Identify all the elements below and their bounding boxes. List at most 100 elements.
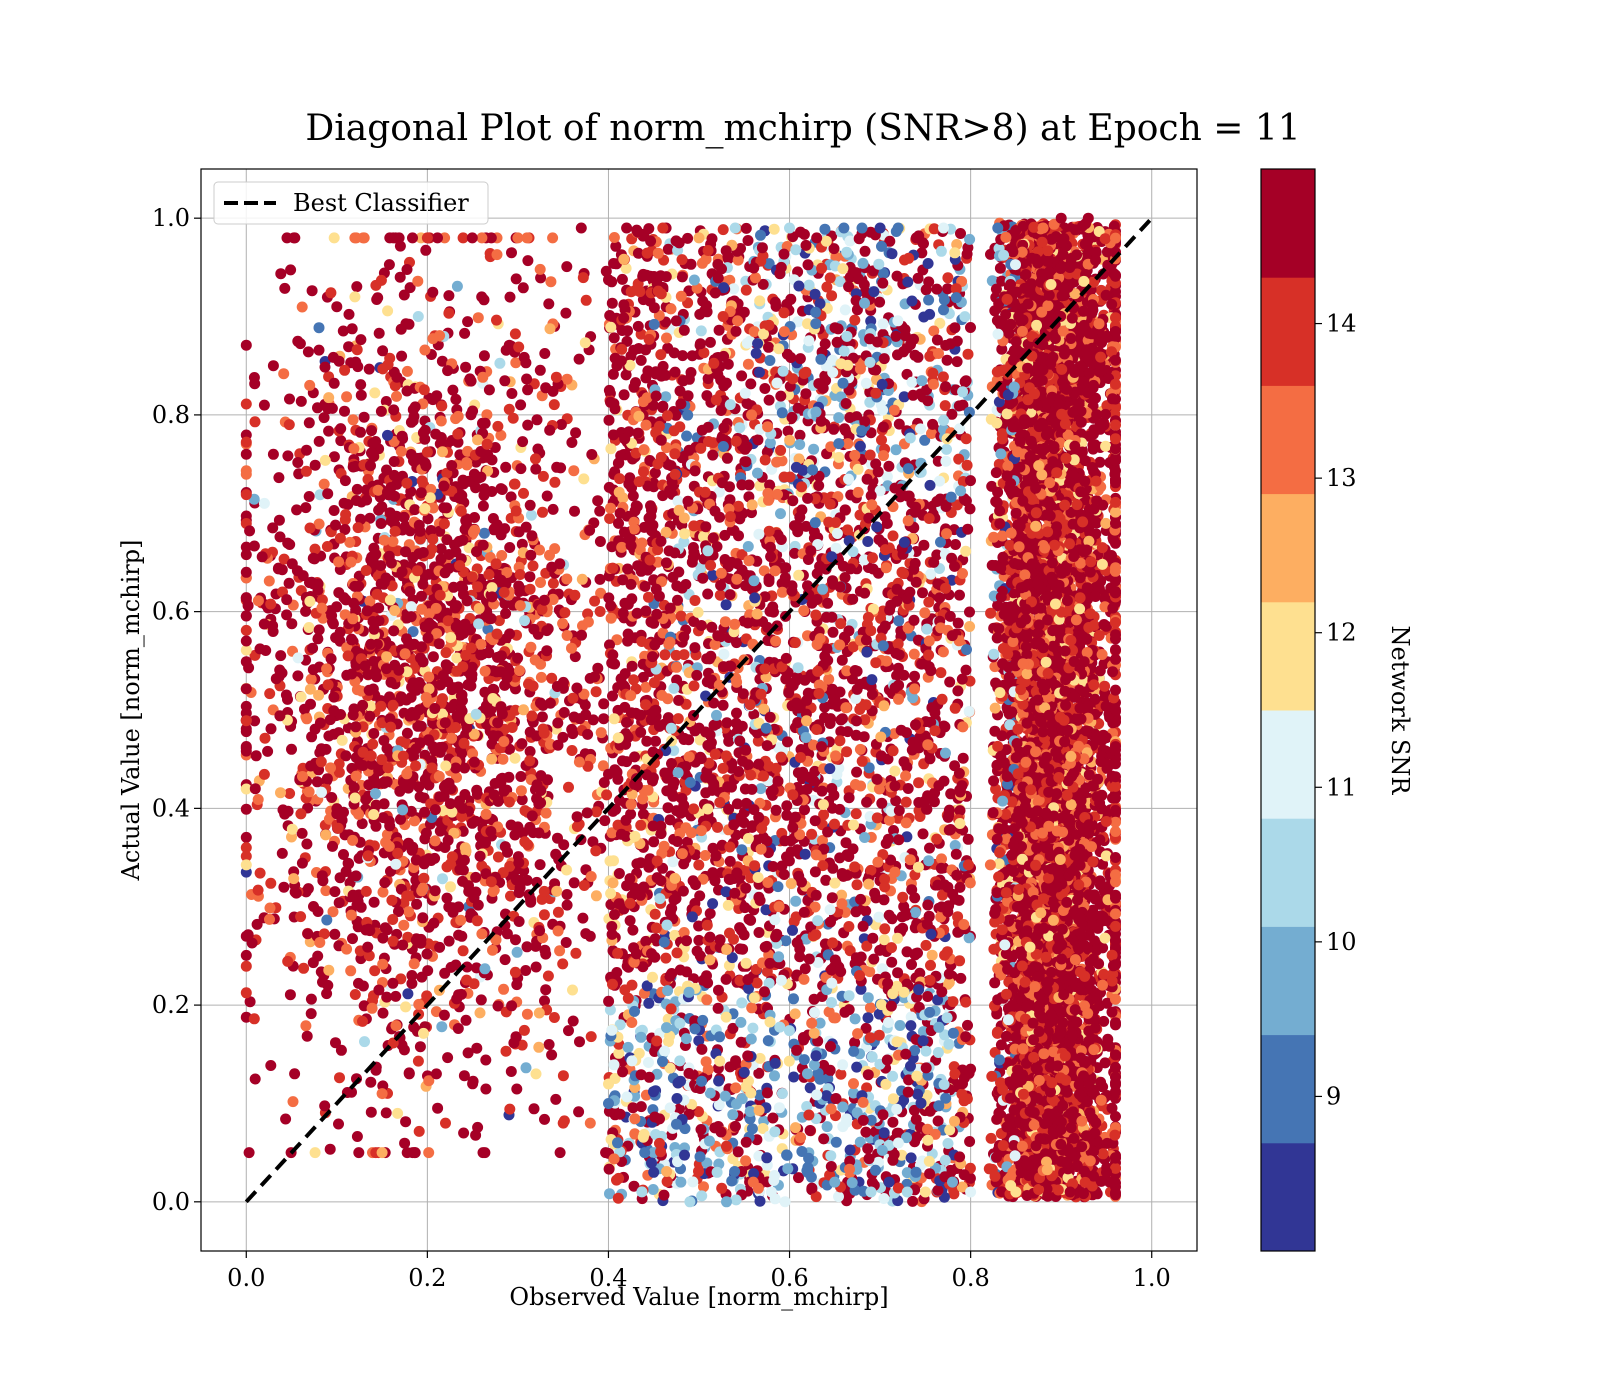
scatter-point [492,420,504,432]
scatter-point [450,393,462,405]
scatter-point [499,954,511,966]
scatter-point [430,428,442,440]
scatter-point [329,928,341,940]
scatter-point [277,804,289,816]
scatter-point [400,1116,412,1128]
scatter-point [347,889,359,901]
scatter-point [548,1012,560,1023]
scatter-point [417,547,429,558]
scatter-point [707,867,719,879]
scatter-point [429,804,441,816]
scatter-point [283,419,295,431]
scatter-point [830,1136,842,1148]
scatter-point [843,921,855,932]
scatter-point [442,834,454,846]
scatter-point [375,560,387,572]
scatter-point [589,671,601,683]
scatter-point [568,877,580,889]
scatter-point [488,523,500,535]
scatter-point [507,412,519,424]
scatter-point [534,925,546,937]
scatter-point [286,558,298,570]
scatter-point [740,222,752,234]
scatter-point [509,752,521,764]
scatter-point [496,708,508,720]
scatter-point [328,691,340,703]
scatter-point [433,770,445,782]
scatter-point [372,292,384,304]
scatter-point [542,970,554,982]
scatter-point [504,1103,516,1115]
scatter-point [864,1002,876,1014]
scatter-point [640,419,652,431]
scatter-point [347,414,359,426]
scatter-point [353,1147,365,1159]
scatter-point [328,377,340,389]
scatter-point [347,613,359,625]
scatter-point [511,979,523,991]
scatter-point [410,934,422,946]
scatter-point [879,923,891,935]
scatter-point [541,490,553,502]
scatter-point [436,1021,448,1033]
scatter-point [784,434,796,446]
scatter-point [264,902,276,914]
scatter-point [362,850,374,862]
scatter-point [508,1037,520,1049]
scatter-point [567,728,579,740]
scatter-point [522,839,534,851]
scatter-point [423,1147,435,1159]
scatter-point [913,777,925,789]
chart-title: Diagonal Plot of norm_mchirp (SNR>8) at … [305,108,1300,149]
scatter-point [359,660,371,672]
scatter-point [461,595,473,607]
scatter-point [248,540,260,552]
scatter-point [418,384,430,396]
scatter-point [534,263,546,275]
scatter-point [351,281,363,293]
scatter-point [554,1147,566,1159]
scatter-point [799,804,810,816]
scatter-point [240,715,252,727]
scatter-point [892,349,903,361]
scatter-point [661,919,673,931]
scatter-point [360,565,372,576]
scatter-point [333,1118,344,1130]
scatter-point [240,610,252,622]
scatter-point [306,731,318,743]
scatter-point [427,651,439,663]
scatter-point [733,530,744,542]
scatter-point [395,693,407,704]
scatter-point [504,291,516,303]
scatter-point [475,994,487,1006]
scatter-point [350,721,362,733]
scatter-point [361,605,373,617]
scatter-point [486,591,498,603]
scatter-point [290,887,302,899]
scatter-point [487,944,498,956]
scatter-point [396,350,408,362]
scatter-point [606,297,618,309]
scatter-point [441,892,453,904]
scatter-point [434,791,446,803]
scatter-point [252,794,264,805]
scatter-point [585,1031,597,1043]
scatter-point [405,601,417,613]
scatter-point [867,563,879,575]
scatter-point [318,478,330,490]
scatter-point [567,692,579,704]
scatter-point [961,248,973,260]
scatter-point [351,1131,363,1142]
scatter-point [539,995,550,1007]
scatter-point [240,489,252,501]
scatter-point [264,913,275,925]
scatter-point [345,556,357,568]
scatter-point [265,877,277,889]
scatter-point [467,405,479,417]
scatter-point [419,503,431,515]
scatter-point [411,898,423,910]
scatter-point [385,721,397,733]
scatter-point [439,567,451,579]
scatter-point [511,1083,523,1095]
scatter-point [327,351,339,363]
